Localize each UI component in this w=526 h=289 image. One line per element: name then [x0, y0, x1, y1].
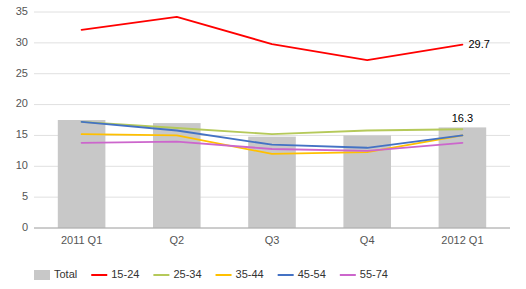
y-tick-label: 10 — [16, 159, 28, 171]
legend-label: 45-54 — [298, 268, 326, 280]
line — [82, 122, 463, 134]
legend-item: 55-74 — [340, 268, 388, 280]
y-tick-label: 15 — [16, 128, 28, 140]
chart: 0 5 10 15 20 25 30 35 2011 Q1 Q2 Q3 Q4 2012 Q1 29.7 16… — [0, 0, 526, 289]
y-tick-label: 25 — [16, 67, 28, 79]
legend-label: 15-24 — [111, 268, 139, 280]
annotation: 29.7 — [468, 38, 489, 50]
legend-label: 25-34 — [173, 268, 201, 280]
y-tick-label: 20 — [16, 97, 28, 109]
y-tick-label: 0 — [22, 221, 28, 233]
legend-item: Total — [34, 268, 77, 280]
y-tick-label: 5 — [22, 190, 28, 202]
x-tick-label: Q4 — [360, 234, 375, 246]
y-tick-label: 35 — [16, 5, 28, 17]
x-tick-label: 2011 Q1 — [61, 234, 102, 246]
legend-label: Total — [54, 268, 77, 280]
grid-line — [34, 104, 510, 105]
x-axis — [34, 228, 510, 229]
line — [82, 142, 463, 151]
grid-line — [34, 73, 510, 74]
annotation: 16.3 — [452, 112, 473, 124]
legend-item: 45-54 — [278, 268, 326, 280]
grid-line — [34, 12, 510, 13]
legend-swatch — [278, 274, 294, 276]
legend-swatch — [216, 274, 232, 276]
x-tick-label: Q2 — [169, 234, 184, 246]
bar — [58, 120, 106, 228]
legend-item: 35-44 — [216, 268, 264, 280]
x-tick-label: Q3 — [265, 234, 280, 246]
legend-swatch — [34, 270, 50, 280]
legend-swatch — [153, 274, 169, 276]
legend-swatch — [91, 274, 107, 276]
grid-line — [34, 228, 510, 229]
line — [82, 122, 463, 148]
legend-swatch — [340, 274, 356, 276]
y-tick-label: 30 — [16, 36, 28, 48]
legend-label: 35-44 — [236, 268, 264, 280]
legend-item: 25-34 — [153, 268, 201, 280]
x-tick-label: 2012 Q1 — [441, 234, 483, 246]
line — [82, 17, 463, 60]
plot-area — [58, 17, 486, 228]
legend-label: 55-74 — [360, 268, 388, 280]
legend-item: 15-24 — [91, 268, 139, 280]
